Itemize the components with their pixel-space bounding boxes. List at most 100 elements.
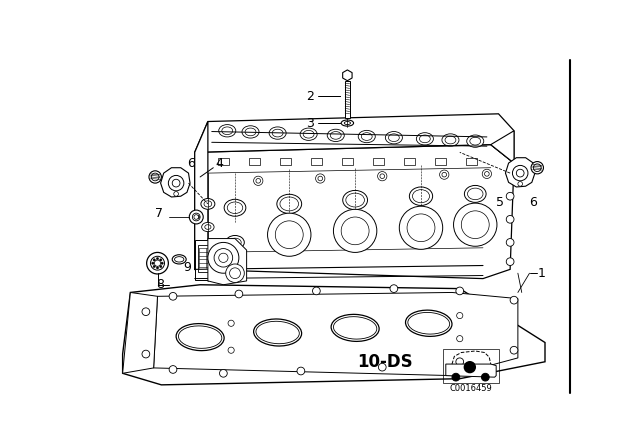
Text: 5: 5 [496,196,504,209]
Bar [218,158,229,165]
Circle shape [454,203,497,246]
Circle shape [168,176,184,191]
Circle shape [506,215,514,223]
Circle shape [510,296,518,304]
Circle shape [159,259,162,261]
Circle shape [156,258,159,260]
Ellipse shape [226,236,244,250]
Polygon shape [342,70,352,81]
Circle shape [407,214,435,241]
Bar [404,158,415,165]
Polygon shape [506,158,535,187]
Ellipse shape [229,238,241,247]
Circle shape [193,213,200,221]
Ellipse shape [467,135,484,147]
Circle shape [533,164,541,172]
Circle shape [142,308,150,315]
Ellipse shape [470,137,481,145]
Ellipse shape [331,314,379,341]
Circle shape [230,268,241,279]
Ellipse shape [176,323,224,351]
Circle shape [226,264,244,282]
Circle shape [452,373,460,381]
Bar [345,81,349,118]
Text: 6: 6 [187,157,195,170]
Bar [198,245,220,271]
Ellipse shape [344,121,351,125]
Bar [195,240,226,280]
Circle shape [151,173,159,181]
Ellipse shape [358,130,375,143]
Circle shape [482,169,492,178]
Circle shape [161,262,163,264]
Circle shape [142,350,150,358]
Ellipse shape [385,132,403,144]
Ellipse shape [419,135,430,143]
Polygon shape [154,293,518,375]
Text: 8: 8 [156,278,164,291]
Circle shape [390,285,397,293]
Circle shape [518,181,522,186]
Bar [373,158,384,165]
Circle shape [153,259,156,261]
Ellipse shape [277,194,301,214]
Ellipse shape [172,255,186,264]
Ellipse shape [269,127,286,139]
Circle shape [268,213,311,256]
Polygon shape [161,168,190,197]
Ellipse shape [346,193,364,207]
Circle shape [150,256,164,270]
Circle shape [228,320,234,326]
Circle shape [442,172,447,177]
Circle shape [461,211,489,238]
Circle shape [275,221,303,249]
Circle shape [456,358,463,366]
Circle shape [481,373,489,381]
Ellipse shape [224,199,246,216]
Circle shape [312,287,320,295]
Ellipse shape [410,187,433,206]
Circle shape [457,336,463,342]
Circle shape [152,262,154,264]
Polygon shape [195,145,514,279]
Circle shape [513,165,528,181]
Bar [466,158,477,165]
Circle shape [378,363,386,371]
Ellipse shape [412,190,429,203]
Circle shape [463,361,476,373]
Text: 7: 7 [155,207,163,220]
Circle shape [196,215,199,219]
Ellipse shape [202,222,214,232]
Polygon shape [195,121,208,281]
Polygon shape [208,238,246,285]
Circle shape [174,192,179,196]
Ellipse shape [205,225,211,229]
Ellipse shape [280,197,298,211]
Circle shape [189,210,204,224]
Ellipse shape [417,133,433,145]
Circle shape [297,367,305,375]
Circle shape [253,176,263,185]
Text: 9: 9 [183,261,191,274]
Ellipse shape [245,128,256,136]
Ellipse shape [222,127,233,134]
Ellipse shape [201,198,215,209]
Circle shape [219,253,228,263]
Circle shape [194,215,198,220]
Ellipse shape [253,319,301,346]
Circle shape [169,293,177,300]
Ellipse shape [227,202,243,214]
Bar [311,158,322,165]
Bar [280,158,291,165]
Bar [435,158,446,165]
Ellipse shape [343,190,367,210]
Ellipse shape [333,317,377,339]
Polygon shape [123,293,157,373]
Polygon shape [446,364,496,377]
Circle shape [256,178,260,183]
Ellipse shape [330,132,341,139]
Circle shape [172,179,180,187]
Ellipse shape [300,128,317,140]
Ellipse shape [406,310,452,336]
Circle shape [440,170,449,179]
